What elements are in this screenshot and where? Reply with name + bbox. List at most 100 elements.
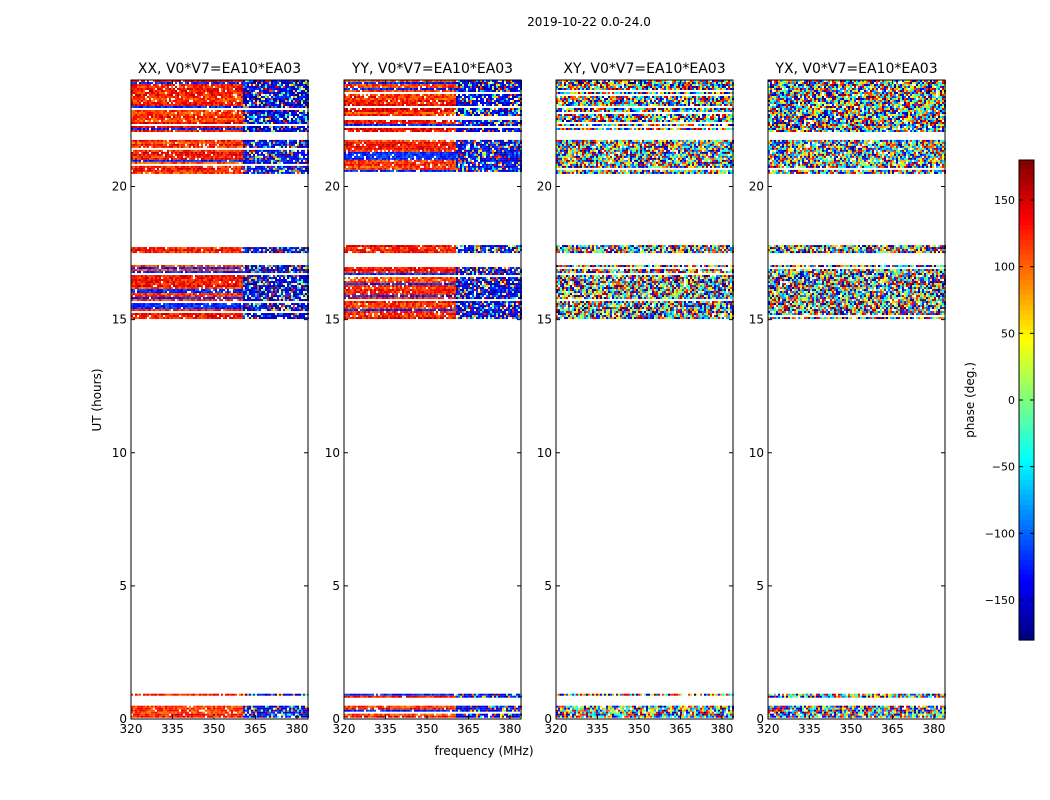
colorbar-segment (1019, 370, 1034, 376)
colorbar-segment (1019, 560, 1034, 566)
colorbar-segment (1019, 575, 1034, 581)
colorbar-segment (1019, 600, 1034, 606)
colorbar-segment (1019, 265, 1034, 271)
colorbar-segment (1019, 345, 1034, 351)
colorbar-segment (1019, 415, 1034, 421)
y-tick-label: 10 (112, 446, 127, 460)
colorbar-segment (1019, 550, 1034, 556)
colorbar-segment (1019, 285, 1034, 291)
x-tick-label: 320 (545, 722, 568, 736)
colorbar-segment (1019, 495, 1034, 501)
y-tick-label: 15 (325, 313, 340, 327)
colorbar-segment (1019, 520, 1034, 526)
colorbar-segment (1019, 195, 1034, 201)
panel-title: YY, V0*V7=EA10*EA03 (351, 61, 513, 77)
colorbar-segment (1019, 500, 1034, 506)
colorbar-segment (1019, 505, 1034, 511)
colorbar-segment (1019, 540, 1034, 546)
colorbar-segment (1019, 310, 1034, 316)
colorbar-segment (1019, 270, 1034, 276)
colorbar-segment (1019, 410, 1034, 416)
colorbar-segment (1019, 300, 1034, 306)
colorbar-segment (1019, 555, 1034, 561)
x-tick-label: 365 (669, 722, 692, 736)
x-tick-label: 350 (416, 722, 439, 736)
y-tick-label: 10 (325, 446, 340, 460)
y-tick-label: 15 (537, 313, 552, 327)
colorbar-segment (1019, 475, 1034, 481)
figure-title: 2019-10-22 0.0-24.0 (527, 15, 651, 29)
colorbar-segment (1019, 200, 1034, 206)
colorbar-segment (1019, 635, 1034, 641)
colorbar-segment (1019, 605, 1034, 611)
y-tick-label: 10 (749, 446, 764, 460)
colorbar-segment (1019, 215, 1034, 221)
x-tick-label: 350 (840, 722, 863, 736)
colorbar-segment (1019, 295, 1034, 301)
y-tick-label: 5 (119, 579, 127, 593)
panel-title: XY, V0*V7=EA10*EA03 (563, 61, 725, 77)
x-tick-label: 365 (457, 722, 480, 736)
colorbar-segment (1019, 205, 1034, 211)
colorbar-segment (1019, 530, 1034, 536)
colorbar-segment (1019, 455, 1034, 461)
colorbar-segment (1019, 515, 1034, 521)
x-tick-label: 335 (798, 722, 821, 736)
colorbar-segment (1019, 180, 1034, 186)
colorbar-segment (1019, 230, 1034, 236)
x-tick-label: 350 (628, 722, 651, 736)
y-tick-label: 0 (756, 712, 764, 726)
heatmap-cells (344, 80, 522, 718)
y-tick-label: 0 (544, 712, 552, 726)
colorbar-segment (1019, 565, 1034, 571)
colorbar-label: phase (deg.) (963, 362, 977, 438)
axes-frame (555, 79, 734, 720)
colorbar-segment (1019, 435, 1034, 441)
colorbar-segment (1019, 335, 1034, 341)
colorbar-segment (1019, 420, 1034, 426)
colorbar: −150 −100 −50 0 50 100 150 (985, 159, 1035, 641)
colorbar-segment (1019, 470, 1034, 476)
colorbar-segment (1019, 440, 1034, 446)
colorbar-segment (1019, 275, 1034, 281)
x-tick-label: 350 (203, 722, 226, 736)
colorbar-segment (1019, 425, 1034, 431)
x-tick-label: 365 (881, 722, 904, 736)
colorbar-tick-label: 100 (994, 261, 1015, 274)
colorbar-segment (1019, 610, 1034, 616)
colorbar-segment (1019, 255, 1034, 261)
colorbar-segment (1019, 305, 1034, 311)
colorbar-segment (1019, 325, 1034, 331)
axes-frame (130, 79, 309, 720)
colorbar-segment (1019, 280, 1034, 286)
colorbar-segment (1019, 590, 1034, 596)
y-tick-label: 20 (537, 180, 552, 194)
colorbar-segment (1019, 510, 1034, 516)
colorbar-segment (1019, 570, 1034, 576)
panels: XX, V0*V7=EA10*EA03 320 335 350 365 380 0 5 10 15… (112, 61, 946, 736)
colorbar-segment (1019, 355, 1034, 361)
colorbar-segment (1019, 525, 1034, 531)
colorbar-segment (1019, 545, 1034, 551)
y-tick-label: 0 (119, 712, 127, 726)
heatmap-cells (768, 80, 946, 718)
y-tick-label: 20 (325, 180, 340, 194)
colorbar-segment (1019, 375, 1034, 381)
colorbar-segment (1019, 580, 1034, 586)
y-axis-label: UT (hours) (90, 368, 104, 431)
colorbar-segment (1019, 405, 1034, 411)
colorbar-segment (1019, 235, 1034, 241)
y-tick-label: 10 (537, 446, 552, 460)
x-tick-label: 380 (922, 722, 945, 736)
x-tick-label: 320 (757, 722, 780, 736)
colorbar-segment (1019, 315, 1034, 321)
colorbar-tick-label: 150 (994, 194, 1015, 207)
colorbar-segment (1019, 445, 1034, 451)
colorbar-segment (1019, 630, 1034, 636)
colorbar-segment (1019, 290, 1034, 296)
colorbar-segment (1019, 220, 1034, 226)
panel-xx: XX, V0*V7=EA10*EA03 320 335 350 365 380 0 5 10 15… (112, 61, 309, 736)
y-tick-label: 5 (756, 579, 764, 593)
y-tick-label: 5 (332, 579, 340, 593)
